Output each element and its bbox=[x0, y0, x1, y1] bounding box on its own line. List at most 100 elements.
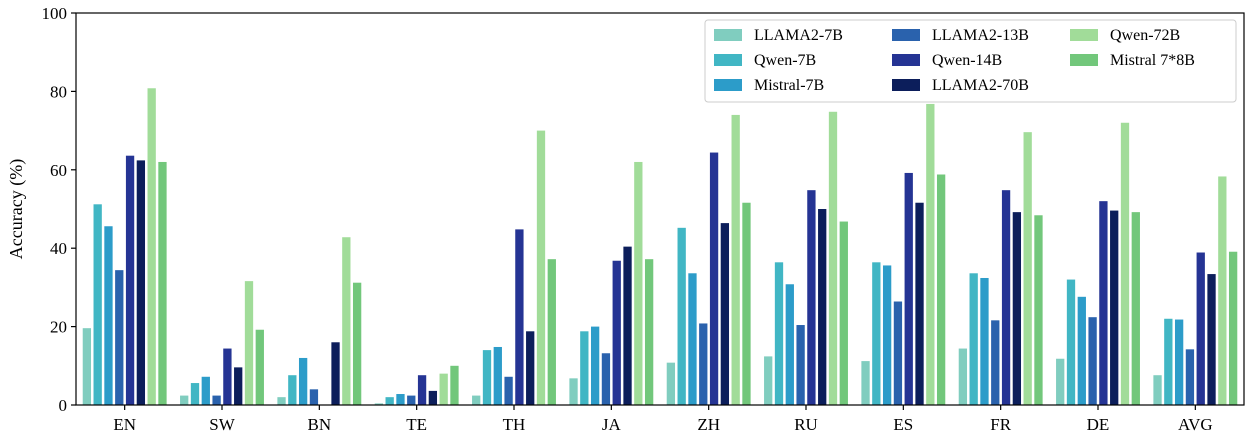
bar-te-qwen-7b bbox=[385, 397, 394, 405]
bar-ru-qwen-72b bbox=[828, 111, 838, 405]
y-tick-label: 0 bbox=[59, 396, 68, 415]
y-tick-label: 60 bbox=[50, 161, 67, 180]
legend-label: LLAMA2-13B bbox=[932, 27, 1029, 44]
bar-zh-llama2-7b bbox=[666, 362, 676, 405]
bar-bn-qwen-72b bbox=[342, 237, 351, 405]
legend-label: Qwen-14B bbox=[932, 52, 1002, 69]
legend-swatch bbox=[714, 79, 742, 91]
bar-avg-qwen-72b bbox=[1218, 176, 1227, 405]
bar-ru-llama2-70b bbox=[818, 209, 827, 405]
bar-te-qwen-72b bbox=[439, 373, 448, 405]
legend-swatch bbox=[892, 79, 920, 91]
legend-label: LLAMA2-7B bbox=[754, 27, 843, 44]
bar-de-llama2-7b bbox=[1056, 358, 1065, 405]
bar-th-qwen-72b bbox=[536, 130, 546, 405]
bar-es-llama2-7b bbox=[861, 361, 870, 405]
bar-avg-mistral-7-8b bbox=[1228, 251, 1238, 405]
bar-sw-qwen-72b bbox=[244, 281, 254, 405]
bar-th-qwen-14b bbox=[515, 229, 524, 405]
bar-te-llama2-7b bbox=[374, 403, 384, 405]
bar-bn-llama2-7b bbox=[277, 397, 286, 405]
bar-ru-mistral-7-8b bbox=[839, 221, 848, 405]
bar-avg-llama2-70b bbox=[1207, 274, 1216, 405]
x-tick-label-ru: RU bbox=[794, 415, 818, 434]
x-tick-label-te: TE bbox=[406, 415, 427, 434]
x-tick-label-th: TH bbox=[503, 415, 526, 434]
bar-de-mistral-7-8b bbox=[1131, 212, 1140, 405]
bar-de-qwen-72b bbox=[1120, 122, 1130, 405]
x-tick-label-bn: BN bbox=[308, 415, 332, 434]
bar-te-mistral-7b bbox=[396, 394, 405, 405]
bar-bn-qwen-7b bbox=[288, 375, 297, 405]
bar-avg-qwen-7b bbox=[1164, 318, 1173, 405]
bar-te-llama2-13b bbox=[407, 395, 416, 405]
bar-avg-mistral-7b bbox=[1174, 319, 1184, 405]
bar-th-llama2-70b bbox=[526, 331, 535, 405]
bar-sw-llama2-70b bbox=[234, 367, 243, 405]
bar-bn-mistral-7-8b bbox=[352, 282, 362, 405]
bar-th-qwen-7b bbox=[482, 350, 492, 405]
bar-es-qwen-14b bbox=[904, 172, 913, 405]
bar-zh-mistral-7-8b bbox=[742, 202, 751, 405]
bar-bn-mistral-7b bbox=[298, 357, 308, 405]
bar-avg-llama2-7b bbox=[1153, 375, 1162, 405]
bar-ja-mistral-7-8b bbox=[644, 259, 654, 405]
bar-fr-mistral-7-8b bbox=[1034, 215, 1043, 405]
legend-swatch bbox=[892, 54, 920, 66]
x-axis: EN SW BN TE TH JA ZH RU ES FR DE AVG bbox=[113, 405, 1213, 434]
bar-bn-llama2-13b bbox=[309, 389, 319, 405]
bar-sw-mistral-7b bbox=[201, 376, 210, 405]
bar-sw-mistral-7-8b bbox=[255, 329, 264, 405]
bar-fr-qwen-14b bbox=[1001, 190, 1011, 405]
plot-frame bbox=[75, 12, 1245, 406]
bar-ru-llama2-7b bbox=[764, 356, 773, 405]
legend-label: LLAMA2-70B bbox=[932, 77, 1029, 94]
bar-zh-qwen-7b bbox=[677, 227, 686, 405]
x-tick-label-es: ES bbox=[893, 415, 913, 434]
bar-ja-qwen-7b bbox=[580, 331, 589, 405]
bar-fr-qwen-7b bbox=[969, 273, 978, 405]
bar-ja-llama2-7b bbox=[569, 378, 578, 405]
bar-th-mistral-7b bbox=[493, 346, 502, 405]
bar-es-llama2-70b bbox=[915, 202, 924, 405]
legend-swatch bbox=[1070, 54, 1098, 66]
bar-en-llama2-70b bbox=[136, 160, 146, 405]
bar-es-mistral-7b bbox=[882, 265, 892, 405]
y-tick-label: 100 bbox=[42, 4, 68, 23]
y-axis: 0 20 40 60 80 100 bbox=[42, 4, 76, 415]
bar-sw-llama2-7b bbox=[180, 395, 189, 405]
legend-label: Mistral 7*8B bbox=[1110, 52, 1195, 69]
x-tick-label-fr: FR bbox=[990, 415, 1011, 434]
y-tick-label: 20 bbox=[50, 318, 67, 337]
bar-ru-llama2-13b bbox=[796, 325, 805, 405]
bar-sw-llama2-13b bbox=[212, 395, 221, 405]
bar-ja-qwen-72b bbox=[634, 161, 643, 405]
bar-en-qwen-14b bbox=[125, 155, 135, 405]
bar-en-qwen-7b bbox=[93, 204, 102, 405]
bar-zh-qwen-72b bbox=[731, 114, 740, 406]
bar-ja-mistral-7b bbox=[590, 326, 600, 405]
x-tick-label-de: DE bbox=[1087, 415, 1110, 434]
bar-zh-llama2-13b bbox=[699, 323, 708, 405]
bar-ru-qwen-14b bbox=[807, 190, 816, 405]
bar-ja-llama2-13b bbox=[601, 353, 611, 405]
bar-ru-mistral-7b bbox=[785, 284, 794, 405]
bar-en-llama2-13b bbox=[115, 270, 124, 405]
bar-zh-mistral-7b bbox=[688, 273, 697, 405]
x-tick-label-avg: AVG bbox=[1178, 415, 1213, 434]
legend-swatch bbox=[714, 29, 742, 41]
legend-label: Mistral-7B bbox=[754, 77, 824, 94]
bar-zh-llama2-70b bbox=[720, 223, 730, 405]
bar-fr-llama2-13b bbox=[991, 320, 1000, 405]
bar-de-mistral-7b bbox=[1077, 296, 1086, 405]
bar-sw-qwen-14b bbox=[223, 348, 232, 405]
bar-avg-llama2-13b bbox=[1185, 349, 1195, 405]
bar-te-mistral-7-8b bbox=[450, 365, 459, 405]
bar-th-llama2-13b bbox=[504, 376, 513, 405]
bar-th-llama2-7b bbox=[472, 395, 481, 405]
bar-es-qwen-7b bbox=[872, 262, 881, 405]
y-axis-label: Accuracy (%) bbox=[6, 159, 27, 259]
bar-fr-llama2-7b bbox=[958, 348, 968, 405]
bar-es-llama2-13b bbox=[893, 301, 903, 405]
